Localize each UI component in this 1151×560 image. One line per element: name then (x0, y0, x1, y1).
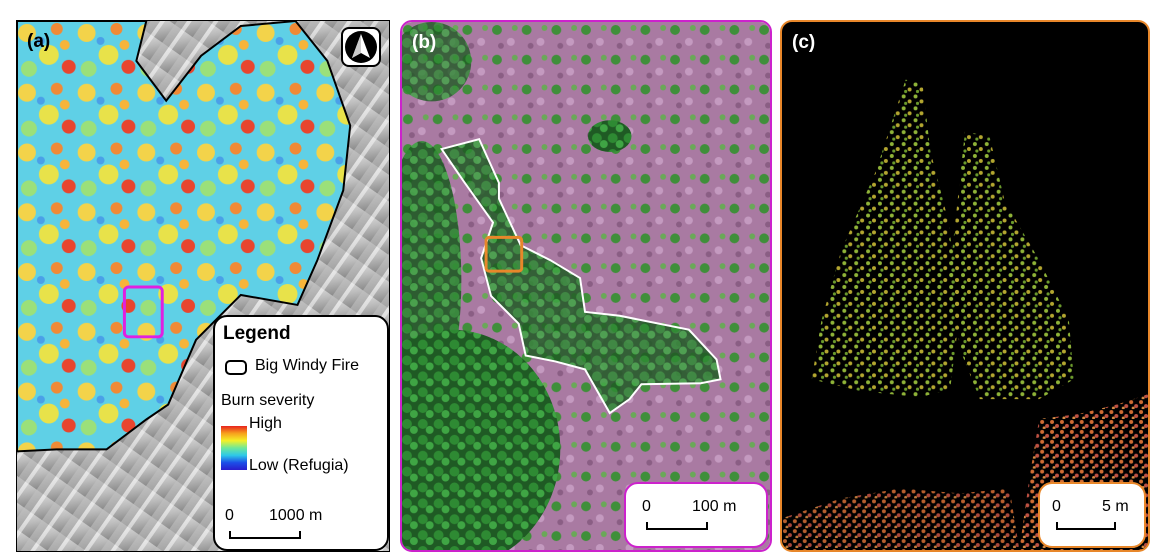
fire-perimeter (17, 21, 352, 453)
scalebar-b-start: 0 (642, 498, 651, 515)
scalebar-a-end: 1000 m (269, 507, 323, 524)
site-highlight-box (484, 235, 524, 273)
forest-patch (402, 141, 462, 419)
forest-patch (587, 120, 632, 153)
fire-outline-symbol (225, 360, 247, 375)
panel-c-lidar-point-cloud: (c) 0 5 m (780, 20, 1150, 552)
tree-crown (950, 131, 1074, 400)
panel-a-burn-severity-map: (a) Legend Big Windy Fire Burn severity … (16, 20, 390, 552)
burn-severity-color-ramp (221, 426, 247, 470)
panel-b-aerial-photo: (b) 0 100 m (400, 20, 772, 552)
scalebar-c-start: 0 (1052, 498, 1061, 515)
scalebar-box-b: 0 100 m (624, 482, 768, 548)
scalebar-b-end: 100 m (692, 498, 737, 515)
scalebar-b (646, 522, 708, 530)
site-highlight-box (122, 285, 164, 339)
aerial-imagery (402, 22, 770, 550)
scalebar-c-end: 5 m (1102, 498, 1129, 515)
north-arrow-icon (341, 27, 381, 67)
scalebar-a-start: 0 (225, 507, 234, 524)
legend-fire-label: Big Windy Fire (255, 357, 360, 374)
legend-high-label: High (249, 415, 282, 432)
scalebar-box-c: 0 5 m (1038, 482, 1146, 548)
map-legend: Legend Big Windy Fire Burn severity High… (213, 315, 389, 551)
legend-title: Legend (223, 323, 291, 344)
forest-patch (402, 22, 472, 102)
refugia-patch (441, 139, 721, 414)
legend-low-label: Low (Refugia) (249, 457, 349, 474)
point-cloud-trees (782, 79, 1148, 550)
panel-label-a: (a) (27, 31, 51, 52)
scalebar-a (229, 531, 301, 539)
tree-crown (811, 79, 961, 398)
panel-label-c: (c) (792, 32, 816, 53)
hillshade-map (17, 21, 389, 551)
panel-label-b: (b) (412, 32, 437, 53)
scalebar-c (1056, 522, 1116, 530)
ground-points (782, 488, 1020, 550)
legend-burn-title: Burn severity (221, 392, 315, 409)
